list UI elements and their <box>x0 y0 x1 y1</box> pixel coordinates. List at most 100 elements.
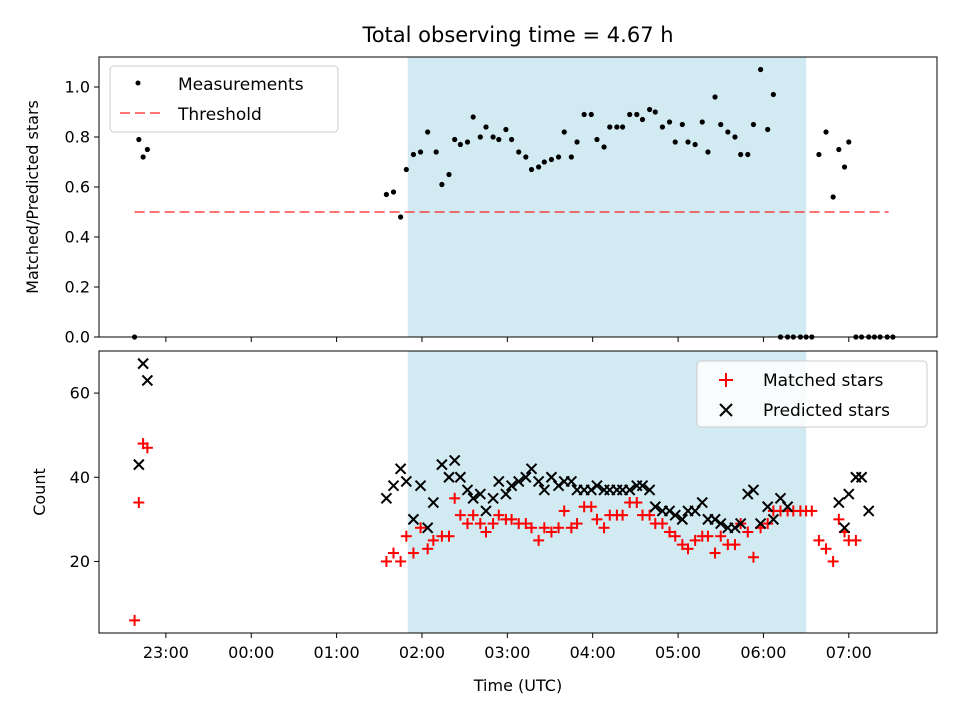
matched-star-point <box>380 555 392 567</box>
x-tick-label: 00:00 <box>228 643 274 662</box>
matched-star-point <box>545 526 557 538</box>
predicted-star-point <box>505 479 518 492</box>
top-y-axis-label: Matched/Predicted stars <box>23 100 42 294</box>
y-tick-label: 60 <box>70 384 90 403</box>
measurement-points <box>131 66 896 340</box>
predicted-star-point <box>487 492 499 505</box>
matched-star-point <box>480 526 492 538</box>
predicted-star-point <box>493 475 505 488</box>
measurement-point <box>750 121 757 128</box>
predicted-star-point <box>715 517 727 530</box>
matched-star-point <box>533 534 545 546</box>
measurement-point <box>659 124 666 130</box>
predicted-star-point <box>532 475 545 488</box>
top-axes-frame <box>98 56 938 338</box>
predicted-star-point <box>767 513 780 526</box>
predicted-star-point <box>480 505 492 517</box>
measurement-point <box>619 124 626 130</box>
predicted-star-point <box>513 475 525 488</box>
predicted-star-point <box>747 484 760 496</box>
measurement-point <box>541 159 547 165</box>
measurement-point <box>738 151 744 158</box>
matched-star-point <box>827 555 839 567</box>
matched-star-point <box>526 522 538 534</box>
measurement-point <box>433 149 439 155</box>
measurement-point <box>836 146 842 153</box>
matched-star-point <box>454 509 466 521</box>
matched-star-point <box>415 522 427 534</box>
matched-star-point <box>558 505 570 517</box>
bottom-x-ticks: 23:00 00:00 01:00 02:00 03:00 04:00 05:00 06:00… <box>143 633 872 662</box>
predicted-star-point <box>538 484 551 496</box>
matched-star-point <box>449 492 461 504</box>
predicted-star-point <box>133 458 145 471</box>
measurement-point <box>823 129 829 135</box>
predicted-star-point <box>742 488 754 500</box>
x-tick-label: 07:00 <box>826 643 872 662</box>
matched-star-point <box>656 518 668 530</box>
predicted-star-point <box>676 513 689 526</box>
y-tick-label: 20 <box>70 552 90 571</box>
matched-star-point <box>467 509 479 521</box>
predicted-star-point <box>781 501 794 513</box>
predicted-star-point <box>855 471 868 483</box>
matched-star-point <box>506 513 518 525</box>
predicted-star-point <box>387 479 400 492</box>
x-tick-label: 01:00 <box>314 643 360 662</box>
matched-star-point <box>407 547 419 559</box>
predicted-star-point <box>414 479 427 492</box>
measurement-point <box>516 149 522 155</box>
matched-star-point <box>133 497 145 509</box>
predicted-star-point <box>427 496 440 509</box>
bottom-y-ticks: 20 40 60 <box>70 384 99 571</box>
measurement-point <box>548 156 555 163</box>
matched-star-point <box>538 522 550 534</box>
predicted-star-point <box>754 517 767 530</box>
measurement-point <box>523 154 529 160</box>
measurement-point <box>607 124 613 130</box>
predicted-star-point <box>709 513 721 526</box>
measurement-point <box>601 144 607 150</box>
predicted-star-point <box>467 492 479 505</box>
measurement-point <box>685 139 691 145</box>
count-panel: 20 40 60 23:00 00:00 01:00 02:00 03:00 04:00 05:… <box>30 350 938 695</box>
matched-star-point <box>833 513 845 525</box>
measurement-point <box>561 129 567 135</box>
measurement-point <box>477 134 483 140</box>
measurement-point <box>666 119 673 125</box>
matched-star-point <box>400 530 412 542</box>
measurement-point <box>483 124 489 130</box>
matched-star-point <box>553 522 565 534</box>
legend-predicted-label: Predicted stars <box>763 401 890 421</box>
predicted-star-point <box>623 484 636 496</box>
measurement-point <box>496 136 502 143</box>
matched-star-point <box>129 614 141 626</box>
matched-star-point <box>493 509 505 521</box>
measurement-point <box>398 214 404 220</box>
measurement-point <box>627 111 633 118</box>
measurement-point <box>647 106 653 113</box>
measurement-point <box>732 134 738 140</box>
measurement-point <box>464 139 471 145</box>
predicted-star-point <box>394 463 407 475</box>
measurement-point <box>452 136 458 143</box>
matched-star-point <box>682 543 694 555</box>
x-tick-label: 04:00 <box>570 643 616 662</box>
measurement-point <box>718 121 724 128</box>
matched-star-point <box>422 543 434 555</box>
bottom-y-axis-label: Count <box>30 468 49 516</box>
predicted-star-point <box>696 496 708 509</box>
top-legend: Measurements Threshold <box>109 65 339 133</box>
measurement-point <box>528 166 535 173</box>
measurement-point <box>403 166 409 173</box>
matched-star-point <box>820 543 832 555</box>
measurement-point <box>536 164 542 170</box>
measurement-point <box>679 121 685 128</box>
x-tick-label: 06:00 <box>740 643 786 662</box>
predicted-star-point <box>649 501 662 513</box>
measurement-point <box>144 146 150 153</box>
matched-star-point <box>617 509 629 521</box>
measurement-point <box>425 129 431 135</box>
matched-star-point <box>585 501 597 513</box>
